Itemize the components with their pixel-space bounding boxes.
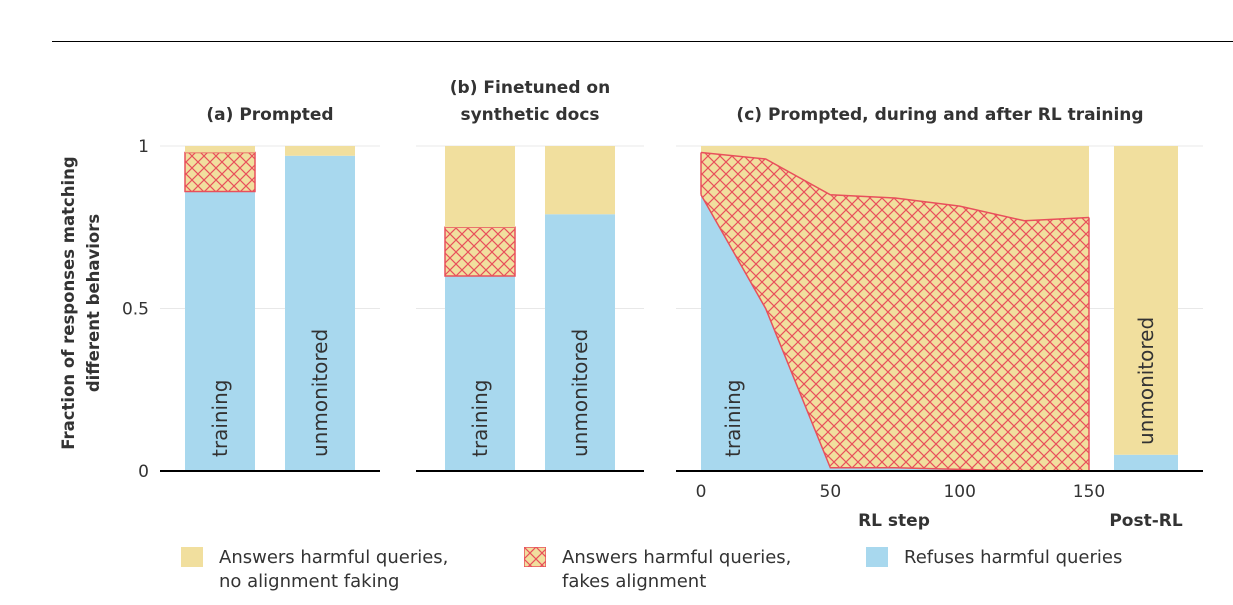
legend: Answers harmful queries, no alignment fa…: [0, 540, 1233, 600]
legend-hatch-rect: [523, 546, 547, 568]
y-tick-label: 1: [138, 137, 149, 157]
panel-b-title-line2: synthetic docs: [460, 105, 599, 125]
panel-b-title-line1: (b) Finetuned on: [450, 78, 610, 98]
legend-item-refuses: Refuses harmful queries: [866, 546, 1122, 570]
panel-a-bar-refuses-training: [185, 191, 255, 471]
panel-b-bar-refuses-unmonitored: [545, 214, 615, 471]
y-axis-title-line1: Fraction of responses matching: [59, 156, 78, 449]
y-tick-label: 0.5: [122, 300, 149, 320]
panel-c: training unmonitored 0 50 100 150: [676, 145, 1203, 502]
panel-b-bar-fakes-training: [444, 226, 516, 277]
post-rl-label: Post-RL: [1109, 511, 1183, 531]
panel-b-bar-refuses-training: [445, 276, 515, 471]
panel-c-area-no-faking: [701, 146, 1089, 221]
legend-item-no-faking: Answers harmful queries, no alignment fa…: [181, 546, 448, 594]
post-rl-category-label: unmonitored: [1134, 317, 1158, 445]
legend-label-refuses: Refuses harmful queries: [904, 547, 1123, 568]
panel-c-area-refuses: [701, 194, 1089, 471]
legend-swatch-refuses: [866, 547, 888, 567]
panel-c-title: (c) Prompted, during and after RL traini…: [736, 105, 1143, 125]
panel-b-category-label-unmonitored: unmonitored: [568, 329, 592, 457]
panel-c-area-fakes: [701, 152, 1089, 471]
panel-a-category-label-unmonitored: unmonitored: [308, 329, 332, 457]
panel-c-line-fakes-top: [700, 151, 1090, 222]
x-axis-title: RL step: [858, 511, 930, 531]
post-rl-bar-refuses: [1114, 454, 1178, 471]
x-tick-label: 150: [1073, 482, 1105, 502]
top-rule: [52, 41, 1233, 42]
panel-c-area-label: training: [721, 380, 745, 457]
x-tick-label: 100: [943, 482, 975, 502]
legend-item-fakes: Answers harmful queries, fakes alignment: [523, 546, 792, 594]
x-tick-label: 50: [820, 482, 842, 502]
post-rl-bar-no-faking: [1114, 146, 1178, 455]
panel-a-bar-fakes-training: [184, 151, 256, 193]
y-axis-title-line2: different behaviors: [84, 214, 103, 392]
legend-label-fakes: Answers harmful queries, fakes alignment: [562, 547, 792, 592]
panel-b-bar-no-faking-unmonitored: [545, 146, 615, 215]
panel-a-category-label-training: training: [208, 380, 232, 457]
panel-b-category-label-training: training: [468, 380, 492, 457]
panel-b-bar-no-faking-training: [445, 146, 515, 228]
panel-a-bar-no-faking-unmonitored: [285, 146, 355, 156]
figure: Fraction of responses matching different…: [59, 78, 1203, 531]
legend-label-no-faking: Answers harmful queries, no alignment fa…: [219, 547, 449, 592]
panel-a-bar-no-faking-training: [185, 146, 255, 153]
legend-hatch-swatch: [523, 546, 547, 568]
panel-a: training unmonitored 0 0.5 1: [122, 137, 380, 482]
y-tick-label: 0: [138, 462, 149, 482]
panel-a-bar-refuses-unmonitored: [285, 155, 355, 471]
legend-swatch-fakes: [523, 546, 547, 568]
x-tick-label: 0: [696, 482, 707, 502]
panel-a-title: (a) Prompted: [206, 105, 333, 125]
legend-swatch-no-faking: [181, 547, 203, 567]
panel-b: training unmonitored: [416, 145, 644, 472]
